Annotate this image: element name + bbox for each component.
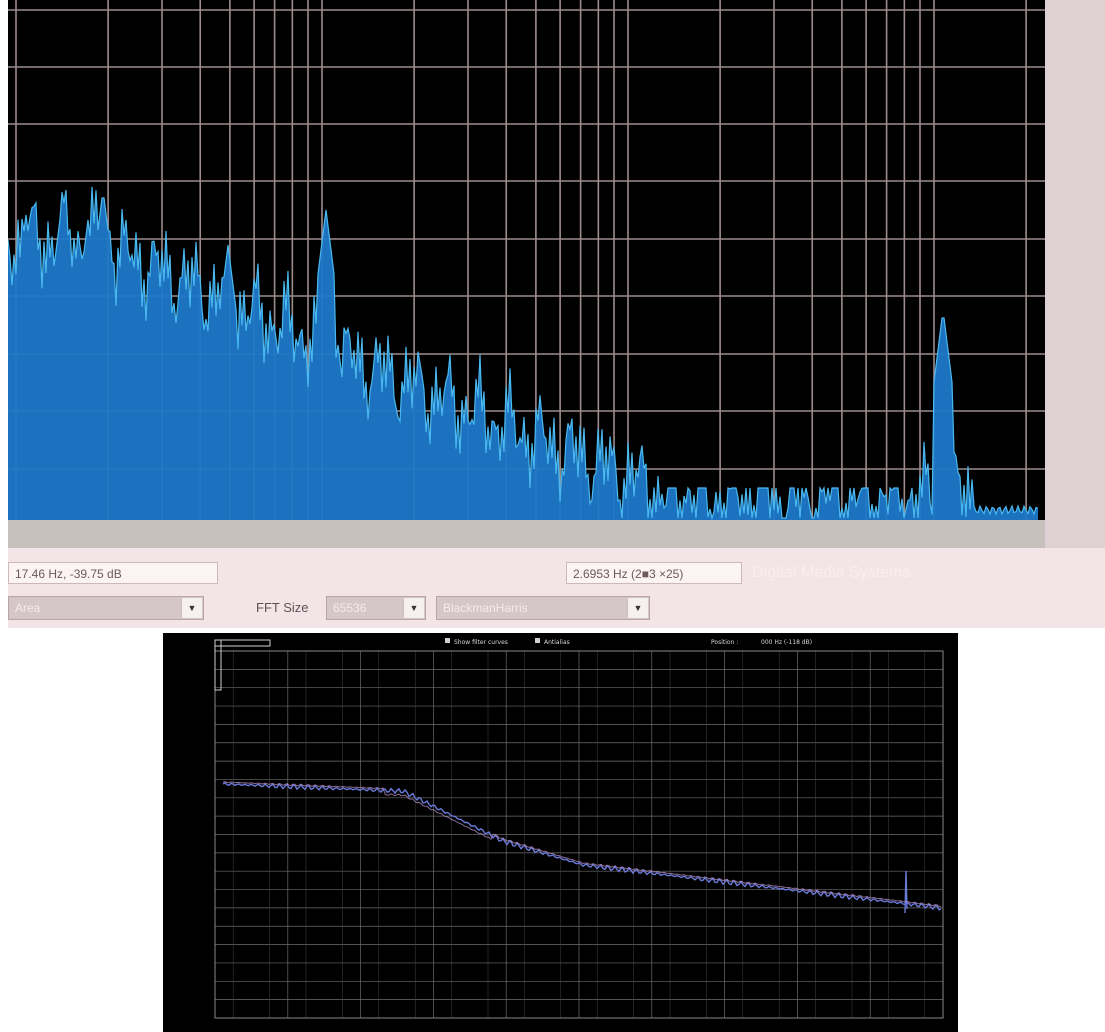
response-curve	[222, 781, 942, 914]
legend-show-filter-curves: Show filter curves	[454, 639, 508, 646]
window-function-value: BlackmanHarris	[443, 601, 528, 615]
mode-select[interactable]: Area ▼	[8, 596, 204, 620]
window-function-select[interactable]: BlackmanHarris ▼	[436, 596, 650, 620]
analyzer-controls: Area ▼ FFT Size 65536 ▼ BlackmanHarris ▼	[8, 590, 1105, 624]
chevron-down-icon[interactable]: ▼	[403, 598, 424, 618]
spectrum-trace	[8, 186, 1039, 521]
status-bar: 17.46 Hz, -39.75 dB 2.6953 Hz (2■3 ×25) …	[8, 552, 1105, 590]
response-curve	[222, 781, 942, 908]
faded-label: Digital Media Systems	[752, 564, 911, 581]
fft-size-value: 65536	[333, 601, 367, 615]
filter-response-window: Show filter curves Antialias Position : …	[163, 633, 958, 1032]
y-axis-strip	[1045, 0, 1105, 548]
response-grid	[214, 650, 944, 1019]
spectrum-analyzer-window: 17.46 Hz, -39.75 dB 2.6953 Hz (2■3 ×25) …	[8, 0, 1105, 628]
frequency-response-plot[interactable]: Show filter curves Antialias Position : …	[163, 633, 958, 1032]
position-label: Position :	[711, 639, 738, 646]
spectrum-area	[8, 186, 1038, 521]
checkbox-icon[interactable]	[535, 638, 540, 643]
resolution-readout: 2.6953 Hz (2■3 ×25)	[566, 562, 742, 584]
checkbox-icon[interactable]	[445, 638, 450, 643]
plot-legend: Show filter curves Antialias Position : …	[445, 638, 812, 646]
fft-size-select[interactable]: 65536 ▼	[326, 596, 426, 620]
x-axis-strip	[8, 520, 1045, 548]
legend-antialias: Antialias	[544, 639, 570, 646]
selection-marker	[214, 639, 271, 647]
cursor-readout: 17.46 Hz, -39.75 dB	[8, 562, 218, 584]
selection-marker	[214, 639, 222, 691]
mode-select-value: Area	[15, 601, 41, 615]
fft-size-label: FFT Size	[256, 600, 309, 615]
chevron-down-icon[interactable]: ▼	[627, 598, 648, 618]
chevron-down-icon[interactable]: ▼	[181, 598, 202, 618]
spectrum-plot[interactable]	[8, 0, 1105, 548]
plot-frame	[214, 650, 944, 1019]
position-value: 000 Hz (-118 dB)	[761, 639, 812, 646]
